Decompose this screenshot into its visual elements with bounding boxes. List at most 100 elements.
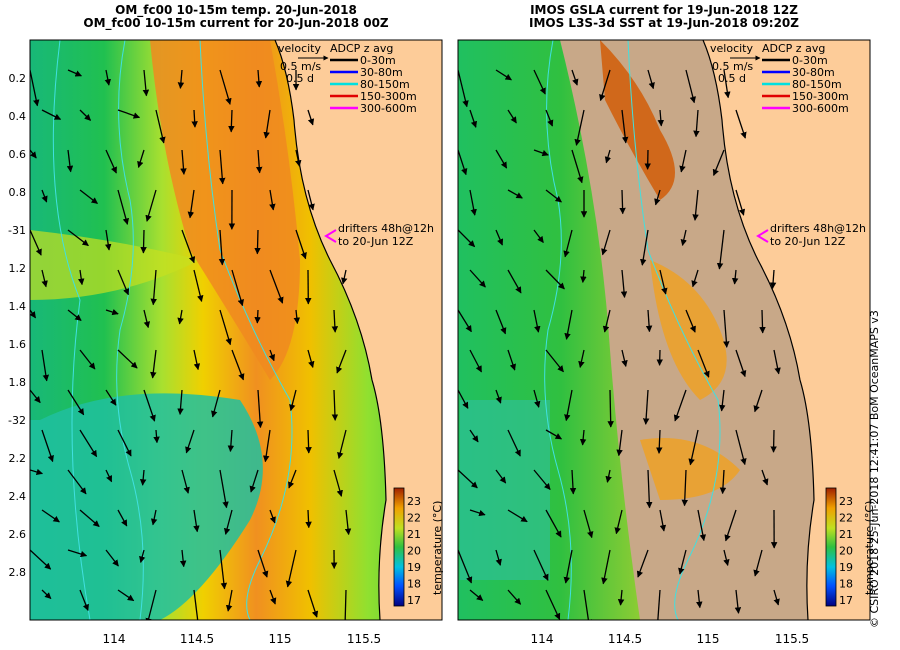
current-arrow xyxy=(723,69,731,99)
current-arrow xyxy=(753,549,763,577)
current-arrow xyxy=(712,149,725,176)
current-arrow xyxy=(67,69,82,77)
left-cool-eddy xyxy=(30,393,263,620)
current-arrow xyxy=(696,589,703,609)
current-arrow xyxy=(269,269,284,304)
y-axis-label: 2.2 xyxy=(9,452,27,465)
colorbar-bar xyxy=(393,487,405,607)
current-arrow xyxy=(337,429,347,460)
x-axis-label: 114.5 xyxy=(608,632,642,646)
current-arrow xyxy=(507,429,521,457)
adcp-item-label: 300-600m xyxy=(792,102,849,115)
left-contour-2 xyxy=(199,40,293,620)
current-arrow xyxy=(305,429,312,454)
current-arrow xyxy=(458,229,476,248)
current-arrow xyxy=(642,389,650,425)
current-arrow xyxy=(583,509,594,539)
drifters-line2: to 20-Jun 12Z xyxy=(338,235,414,248)
current-arrow xyxy=(117,269,130,296)
current-arrow xyxy=(145,589,157,620)
adcp-item-label: 150-300m xyxy=(792,90,849,103)
current-arrow xyxy=(469,589,484,601)
current-arrow xyxy=(79,509,100,528)
current-arrow xyxy=(67,469,87,495)
y-axis-label: 2.4 xyxy=(9,490,27,503)
y-axis-label: 2.6 xyxy=(9,528,27,541)
colorbar-label: temperature (°C) xyxy=(863,501,876,595)
current-arrow xyxy=(180,149,187,175)
current-arrow xyxy=(104,69,112,86)
current-arrow xyxy=(30,549,52,570)
current-arrow xyxy=(563,229,573,258)
left-coastline xyxy=(274,40,387,620)
current-arrow xyxy=(579,429,587,446)
current-arrow xyxy=(688,429,699,466)
adcp-item-label: 300-600m xyxy=(360,102,417,115)
current-arrow xyxy=(181,469,190,494)
current-arrow xyxy=(67,389,85,416)
x-axis-label: 114 xyxy=(103,632,126,646)
current-arrow xyxy=(533,69,546,95)
current-arrow xyxy=(605,469,612,483)
current-arrow xyxy=(78,269,85,286)
right-land xyxy=(703,40,870,620)
adcp-item-label: 0-30m xyxy=(360,54,396,67)
current-arrow xyxy=(307,349,315,368)
current-arrow xyxy=(602,309,611,333)
current-arrow xyxy=(256,389,264,429)
current-arrow xyxy=(607,389,614,428)
current-arrow xyxy=(305,509,312,529)
current-arrow xyxy=(734,589,742,614)
current-arrow xyxy=(193,509,200,533)
left-map-panel xyxy=(30,40,442,620)
current-arrow xyxy=(469,109,478,128)
current-arrow xyxy=(67,229,89,247)
current-arrow xyxy=(79,349,96,370)
current-arrow xyxy=(117,589,135,602)
current-arrow xyxy=(724,509,737,542)
current-arrow xyxy=(601,549,611,585)
current-arrow xyxy=(143,389,156,422)
current-arrow xyxy=(507,349,516,371)
current-arrow xyxy=(753,389,763,413)
current-arrow xyxy=(619,189,626,215)
current-arrow xyxy=(735,189,746,216)
current-arrow xyxy=(269,589,277,605)
velocity-scale-2: 0.5 d xyxy=(286,72,314,85)
y-axis-label: 0.2 xyxy=(9,72,27,85)
current-arrow xyxy=(105,469,113,483)
current-arrow xyxy=(41,589,52,600)
current-arrow xyxy=(578,349,585,368)
adcp-item-label: 150-300m xyxy=(360,90,417,103)
current-arrow xyxy=(105,149,117,174)
x-axis-label: 115 xyxy=(697,632,720,646)
drifters-swatch xyxy=(756,229,769,243)
colorbar-tick: 22 xyxy=(839,512,853,525)
current-arrow xyxy=(574,109,585,146)
current-arrow xyxy=(495,549,502,566)
current-arrow xyxy=(545,109,554,127)
current-arrow xyxy=(177,69,185,89)
velocity-label: velocity xyxy=(710,42,753,55)
current-arrow xyxy=(545,429,563,440)
x-axis-label: 115 xyxy=(269,632,292,646)
current-arrow xyxy=(599,69,611,102)
left-land xyxy=(275,40,442,620)
y-axis-label: 1.6 xyxy=(9,338,27,351)
colorbar-tick: 19 xyxy=(839,561,853,574)
current-arrow xyxy=(307,109,315,126)
current-arrow xyxy=(680,229,687,247)
velocity-scale-1: 0.5 m/s xyxy=(712,60,753,73)
y-axis-label: 1.8 xyxy=(9,376,27,389)
left-contour-3 xyxy=(52,40,91,620)
current-arrow xyxy=(507,189,523,199)
current-arrow xyxy=(219,69,232,105)
current-arrow xyxy=(716,229,725,270)
y-axis-label: 0.4 xyxy=(9,110,27,123)
current-arrow xyxy=(621,349,628,367)
y-axis-label: 0.6 xyxy=(9,148,27,161)
current-arrow xyxy=(219,549,228,590)
right-coastline xyxy=(702,40,815,620)
current-arrow xyxy=(773,349,781,375)
